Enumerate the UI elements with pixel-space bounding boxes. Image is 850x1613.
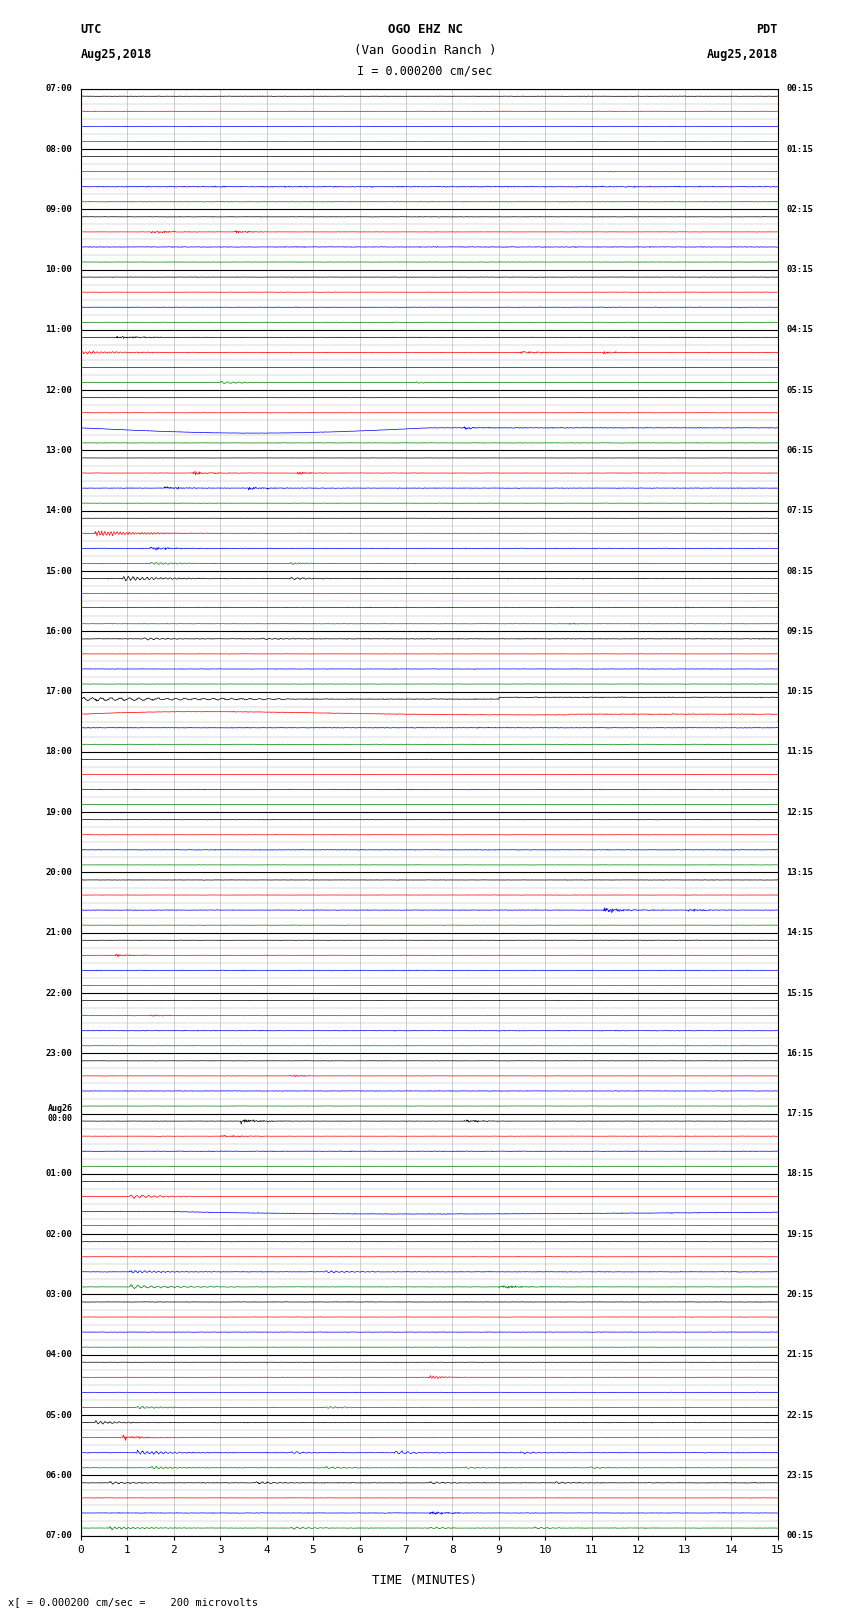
Text: 09:00: 09:00 — [46, 205, 72, 215]
Text: 05:00: 05:00 — [46, 1410, 72, 1419]
Text: 23:15: 23:15 — [786, 1471, 813, 1479]
Text: 07:00: 07:00 — [46, 84, 72, 94]
Text: 01:15: 01:15 — [786, 145, 813, 153]
Text: 08:00: 08:00 — [46, 145, 72, 153]
Text: 11:00: 11:00 — [46, 326, 72, 334]
Text: 15:15: 15:15 — [786, 989, 813, 997]
Text: 13:15: 13:15 — [786, 868, 813, 877]
Text: Aug25,2018: Aug25,2018 — [81, 48, 152, 61]
Text: TIME (MINUTES): TIME (MINUTES) — [372, 1574, 478, 1587]
Text: 13:00: 13:00 — [46, 445, 72, 455]
Text: 16:15: 16:15 — [786, 1048, 813, 1058]
Text: 02:00: 02:00 — [46, 1229, 72, 1239]
Text: (Van Goodin Ranch ): (Van Goodin Ranch ) — [354, 44, 496, 56]
Text: 14:15: 14:15 — [786, 927, 813, 937]
Text: 12:15: 12:15 — [786, 808, 813, 816]
Text: OGO EHZ NC: OGO EHZ NC — [388, 23, 462, 35]
Text: 11:15: 11:15 — [786, 747, 813, 756]
Text: 04:00: 04:00 — [46, 1350, 72, 1360]
Text: 21:15: 21:15 — [786, 1350, 813, 1360]
Text: 06:00: 06:00 — [46, 1471, 72, 1479]
Text: 17:15: 17:15 — [786, 1110, 813, 1118]
Text: 15:00: 15:00 — [46, 566, 72, 576]
Text: Aug25,2018: Aug25,2018 — [706, 48, 778, 61]
Text: 03:00: 03:00 — [46, 1290, 72, 1298]
Text: 09:15: 09:15 — [786, 627, 813, 636]
Text: 12:00: 12:00 — [46, 386, 72, 395]
Text: x[ = 0.000200 cm/sec =    200 microvolts: x[ = 0.000200 cm/sec = 200 microvolts — [8, 1597, 258, 1607]
Text: 03:15: 03:15 — [786, 265, 813, 274]
Text: 01:00: 01:00 — [46, 1169, 72, 1179]
Text: 14:00: 14:00 — [46, 506, 72, 515]
Text: 04:15: 04:15 — [786, 326, 813, 334]
Text: 20:15: 20:15 — [786, 1290, 813, 1298]
Text: 10:00: 10:00 — [46, 265, 72, 274]
Text: 18:00: 18:00 — [46, 747, 72, 756]
Text: 18:15: 18:15 — [786, 1169, 813, 1179]
Text: Aug26
00:00: Aug26 00:00 — [48, 1103, 72, 1123]
Text: I = 0.000200 cm/sec: I = 0.000200 cm/sec — [357, 65, 493, 77]
Text: 02:15: 02:15 — [786, 205, 813, 215]
Text: 23:00: 23:00 — [46, 1048, 72, 1058]
Text: UTC: UTC — [81, 23, 102, 35]
Text: 10:15: 10:15 — [786, 687, 813, 697]
Text: 22:15: 22:15 — [786, 1410, 813, 1419]
Text: 00:15: 00:15 — [786, 84, 813, 94]
Text: 08:15: 08:15 — [786, 566, 813, 576]
Text: 19:00: 19:00 — [46, 808, 72, 816]
Text: 07:15: 07:15 — [786, 506, 813, 515]
Text: PDT: PDT — [756, 23, 778, 35]
Text: 06:15: 06:15 — [786, 445, 813, 455]
Text: 21:00: 21:00 — [46, 927, 72, 937]
Text: 07:00: 07:00 — [46, 1531, 72, 1540]
Text: 19:15: 19:15 — [786, 1229, 813, 1239]
Text: 00:15: 00:15 — [786, 1531, 813, 1540]
Text: 05:15: 05:15 — [786, 386, 813, 395]
Text: 16:00: 16:00 — [46, 627, 72, 636]
Text: 22:00: 22:00 — [46, 989, 72, 997]
Text: 17:00: 17:00 — [46, 687, 72, 697]
Text: 20:00: 20:00 — [46, 868, 72, 877]
